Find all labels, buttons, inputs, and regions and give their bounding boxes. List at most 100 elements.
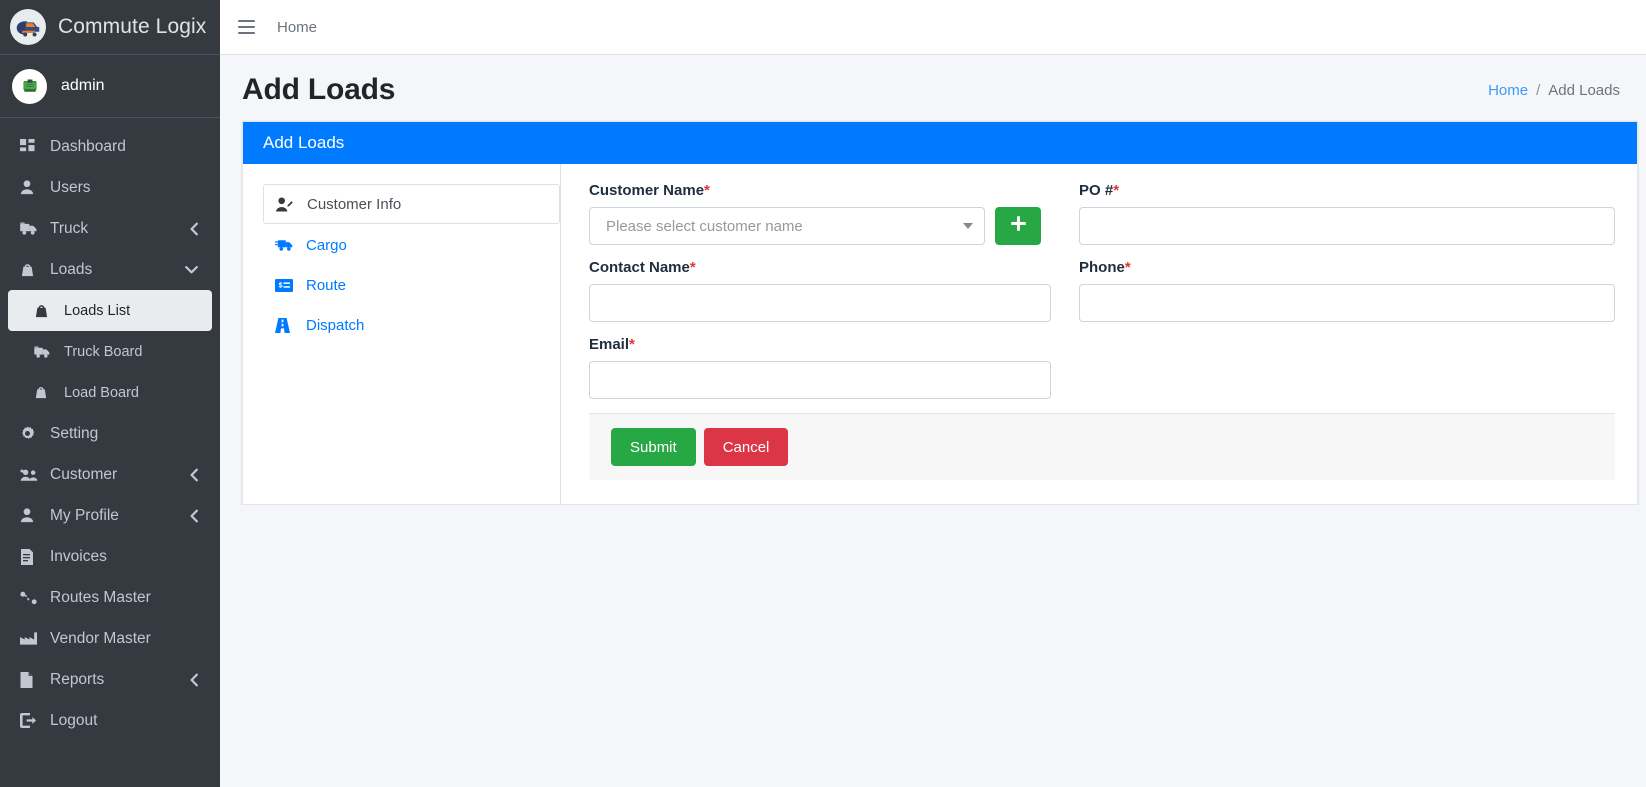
sidebar-item-invoices[interactable]: Invoices — [8, 536, 212, 577]
field-phone: Phone* — [1079, 259, 1615, 322]
breadcrumb-home-link[interactable]: Home — [1488, 81, 1529, 99]
user-panel[interactable]: admin — [0, 55, 220, 118]
logout-icon — [20, 713, 42, 728]
hamburger-icon[interactable] — [238, 20, 255, 34]
customer-name-select[interactable]: Please select customer name — [589, 207, 985, 245]
money-bill-icon: $ — [275, 278, 297, 292]
tab-route[interactable]: $ Route — [263, 266, 560, 304]
field-email: Email* — [589, 336, 1051, 399]
sidebar-item-label: My Profile — [50, 506, 119, 524]
tab-customer-info[interactable]: Customer Info — [263, 184, 560, 224]
sidebar-item-label: Truck — [50, 219, 89, 237]
user-name: admin — [61, 77, 105, 94]
invoice-icon — [20, 548, 42, 565]
left-chevron-icon — [189, 222, 198, 235]
page-title: Add Loads — [242, 73, 396, 106]
sidebar-item-label: Setting — [50, 424, 99, 442]
sidebar-item-customer[interactable]: Customer — [8, 454, 212, 495]
sidebar-item-my-profile[interactable]: My Profile — [8, 495, 212, 536]
user-edit-icon — [276, 196, 298, 212]
file-icon — [20, 671, 42, 688]
truck-icon — [34, 346, 56, 358]
down-chevron-icon — [185, 265, 198, 274]
required-marker: * — [1124, 259, 1131, 276]
contact-name-input[interactable] — [589, 284, 1051, 322]
svg-text:$: $ — [279, 282, 283, 289]
field-customer-name: Customer Name* Please select customer na… — [589, 182, 1051, 245]
po-number-input[interactable] — [1079, 207, 1615, 245]
sidebar-item-truck-board[interactable]: Truck Board — [8, 331, 212, 372]
form-tabs: Customer Info Cargo $ Route — [243, 164, 561, 504]
brand-header[interactable]: Commute Logix — [0, 0, 220, 55]
customer-name-select-wrap: Please select customer name — [589, 207, 1051, 245]
required-marker: * — [704, 182, 710, 199]
tab-label: Dispatch — [306, 316, 365, 334]
form-row-3: Email* — [589, 336, 1615, 399]
chevron-down-icon — [963, 223, 973, 229]
truck-logo-icon — [10, 9, 46, 45]
weight-icon — [34, 304, 56, 318]
sidebar-nav: Dashboard Users Truck — [0, 118, 220, 741]
sidebar-item-label: Customer — [50, 465, 118, 483]
sidebar-item-label: Loads — [50, 260, 93, 278]
weight-icon — [34, 386, 56, 399]
submit-button[interactable]: Submit — [611, 428, 696, 466]
cancel-button[interactable]: Cancel — [703, 428, 789, 466]
sidebar-item-routes-master[interactable]: Routes Master — [8, 577, 212, 618]
sidebar-item-reports[interactable]: Reports — [8, 659, 212, 700]
card-header-title: Add Loads — [263, 133, 345, 152]
sidebar-item-load-board[interactable]: Load Board — [8, 372, 212, 413]
sidebar-item-label: Vendor Master — [50, 629, 151, 647]
form-row-1: Customer Name* Please select customer na… — [589, 182, 1615, 245]
sidebar-item-label: Truck Board — [64, 343, 143, 360]
factory-icon — [20, 632, 42, 645]
sidebar-item-label: Load Board — [64, 384, 139, 401]
form-actions: Submit Cancel — [589, 413, 1615, 480]
email-label: Email* — [589, 336, 635, 353]
sidebar-item-label: Invoices — [50, 547, 107, 565]
email-input[interactable] — [589, 361, 1051, 399]
sidebar-item-loads[interactable]: Loads — [8, 249, 212, 290]
weight-icon — [20, 263, 42, 277]
field-po-number: PO #* — [1079, 182, 1615, 245]
breadcrumb: Home / Add Loads — [1488, 82, 1624, 99]
sidebar-item-logout[interactable]: Logout — [8, 700, 212, 741]
topbar: Home — [220, 0, 1646, 55]
sidebar-item-label: Users — [50, 178, 91, 196]
contact-name-label: Contact Name* — [589, 259, 696, 276]
road-icon — [275, 317, 297, 333]
user-icon — [20, 508, 42, 523]
add-customer-button[interactable] — [995, 207, 1041, 245]
tab-dispatch[interactable]: Dispatch — [263, 306, 560, 344]
phone-input[interactable] — [1079, 284, 1615, 322]
form-row-2: Contact Name* Phone* — [589, 259, 1615, 322]
breadcrumb-current: Add Loads — [1548, 81, 1620, 99]
tab-label: Route — [306, 276, 347, 294]
required-marker: * — [1113, 182, 1120, 199]
sidebar-item-vendor-master[interactable]: Vendor Master — [8, 618, 212, 659]
po-number-label: PO #* — [1079, 182, 1120, 199]
sidebar: Commute Logix admin — [0, 0, 220, 787]
required-marker: * — [689, 259, 696, 276]
field-contact-name: Contact Name* — [589, 259, 1051, 322]
breadcrumb-separator: / — [1536, 81, 1541, 99]
add-loads-card: Add Loads Customer Info C — [242, 121, 1638, 505]
left-chevron-icon — [189, 509, 198, 522]
topbar-home-link[interactable]: Home — [277, 18, 318, 36]
sidebar-item-setting[interactable]: Setting — [8, 413, 212, 454]
page-header: Add Loads Home / Add Loads — [220, 55, 1646, 117]
card-header: Add Loads — [243, 122, 1637, 164]
sidebar-item-loads-list[interactable]: Loads List — [8, 290, 212, 331]
sidebar-item-label: Loads List — [64, 302, 131, 319]
tab-cargo[interactable]: Cargo — [263, 226, 560, 264]
sidebar-item-users[interactable]: Users — [8, 167, 212, 208]
dashboard-grid-icon — [20, 139, 42, 154]
gear-icon — [20, 426, 42, 441]
sidebar-item-dashboard[interactable]: Dashboard — [8, 126, 212, 167]
sidebar-item-truck[interactable]: Truck — [8, 208, 212, 249]
page-footer-space — [220, 505, 1646, 787]
route-icon — [20, 591, 42, 605]
plus-icon — [1010, 215, 1027, 237]
phone-label: Phone* — [1079, 259, 1131, 276]
